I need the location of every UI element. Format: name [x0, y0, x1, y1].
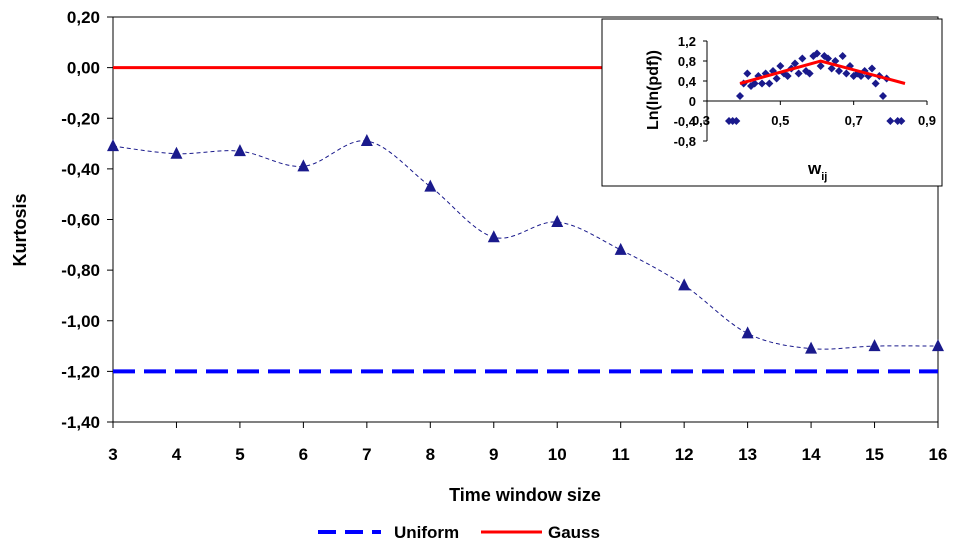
- y-tick-label: -0,80: [61, 261, 100, 280]
- inset-scatter-point: [798, 54, 807, 63]
- inset-y-axis-label: Ln(ln(pdf)): [645, 50, 662, 130]
- inset-scatter-point: [783, 72, 792, 80]
- x-tick-label: 15: [865, 445, 884, 464]
- inset-scatter-point: [743, 69, 752, 78]
- kurtosis-point: [360, 134, 373, 147]
- y-tick-label: -0,60: [61, 211, 100, 230]
- kurtosis-point: [487, 230, 500, 243]
- inset-x-tick-label: 0,9: [918, 113, 936, 128]
- inset-scatter-point: [794, 69, 803, 78]
- y-tick-label: -1,20: [61, 362, 100, 381]
- x-tick-label: 9: [489, 445, 498, 464]
- inset-scatter-point: [813, 49, 821, 58]
- inset-y-tick-label: -0,8: [674, 134, 696, 149]
- x-tick-label: 12: [675, 445, 694, 464]
- inset-scatter-point: [868, 64, 876, 73]
- inset-scatter-point: [732, 117, 741, 125]
- legend: Uniform Gauss: [318, 523, 600, 542]
- kurtosis-point: [614, 242, 627, 255]
- x-tick-label: 10: [548, 445, 567, 464]
- kurtosis-point: [741, 326, 754, 339]
- kurtosis-point: [170, 146, 183, 159]
- inset-scatter-point: [772, 74, 781, 83]
- inset-fit-line: [739, 59, 906, 85]
- x-tick-label: 6: [299, 445, 308, 464]
- x-tick-label: 14: [802, 445, 821, 464]
- inset-x-tick-label: 0,7: [845, 113, 863, 128]
- inset-y-tick-label: 0,4: [678, 74, 697, 89]
- x-tick-label: 4: [172, 445, 182, 464]
- x-tick-label: 13: [738, 445, 757, 464]
- inset-scatter-point: [857, 72, 865, 80]
- inset-scatter-point: [886, 117, 895, 125]
- inset-scatter-point: [816, 62, 825, 70]
- inset-x-axis-subscript: ij: [821, 171, 827, 183]
- kurtosis-point: [297, 159, 310, 172]
- kurtosis-point: [868, 339, 881, 352]
- inset-scatter-point: [824, 54, 832, 63]
- inset-frame: [601, 18, 943, 187]
- x-tick-label: 7: [362, 445, 371, 464]
- y-tick-label: -1,40: [61, 413, 100, 432]
- kurtosis-point: [107, 139, 119, 152]
- y-tick-label: -1,00: [61, 312, 100, 331]
- inset-y-tick-label: 1,2: [678, 34, 696, 49]
- y-tick-label: -0,40: [61, 160, 100, 179]
- inset-scatter-point: [758, 79, 766, 88]
- legend-gauss-label: Gauss: [548, 523, 600, 542]
- y-tick-label: 0,20: [67, 8, 100, 27]
- kurtosis-point: [932, 339, 944, 352]
- kurtosis-point: [678, 278, 691, 291]
- legend-uniform-label: Uniform: [394, 523, 459, 542]
- inset-y-tick-label: -0,4: [674, 114, 697, 129]
- inset-scatter-point: [827, 64, 836, 73]
- inset-chart: Ln(ln(pdf)) wij 1,2 0,8 0,4 0 -0,4 -0,8 0,3 0,5…: [601, 18, 943, 187]
- y-tick-label: -0,20: [61, 109, 100, 128]
- inset-scatter-point: [879, 92, 887, 100]
- x-tick-label: 5: [235, 445, 244, 464]
- inset-scatter-point: [871, 79, 880, 88]
- main-plot: 0,200,00-0,20-0,40-0,60-0,80-1,00-1,20-1…: [61, 8, 947, 464]
- inset-scatter-point: [842, 69, 851, 78]
- x-tick-label: 8: [426, 445, 435, 464]
- x-tick-label: 3: [108, 445, 117, 464]
- inset-scatter-point: [776, 62, 785, 70]
- inset-scatter-point: [765, 79, 774, 88]
- kurtosis-point: [805, 341, 818, 354]
- inset-scatter-point: [805, 69, 814, 78]
- kurtosis-series-line: [112, 140, 939, 350]
- x-tick-label: 16: [929, 445, 948, 464]
- inset-scatter-point: [736, 92, 744, 100]
- inset-scatter-point: [838, 52, 847, 60]
- y-tick-label: 0,00: [67, 59, 100, 78]
- y-axis-label: Kurtosis: [10, 193, 30, 266]
- inset-y-tick-label: 0: [689, 94, 696, 109]
- kurtosis-point: [424, 179, 437, 192]
- inset-x-tick-label: 0,5: [771, 113, 789, 128]
- inset-x-axis-label: wij: [807, 159, 827, 183]
- inset-x-tick-label: 0,3: [692, 113, 710, 128]
- x-axis-label: Time window size: [449, 485, 601, 505]
- inset-scatter-point: [835, 67, 843, 75]
- inset-scatter-point: [897, 117, 906, 125]
- inset-scatter-point: [791, 59, 799, 68]
- kurtosis-point: [233, 144, 246, 157]
- x-tick-label: 11: [612, 445, 630, 464]
- inset-y-tick-label: 0,8: [678, 54, 696, 69]
- kurtosis-point: [551, 215, 564, 228]
